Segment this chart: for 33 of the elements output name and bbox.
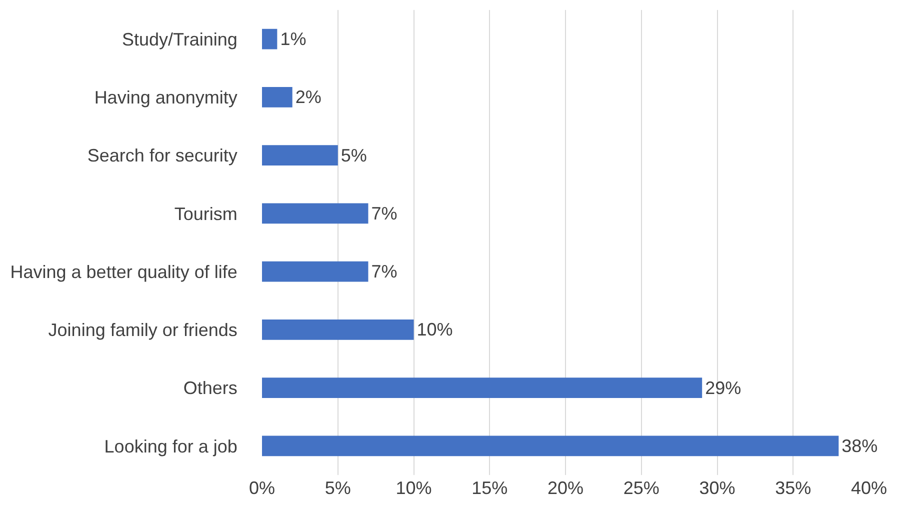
x-tick-label: 20% (547, 478, 584, 498)
data-label: 10% (416, 320, 453, 340)
x-tick-label: 25% (623, 478, 660, 498)
data-label: 7% (371, 203, 398, 224)
x-tick-label: 35% (775, 478, 812, 498)
data-label: 5% (340, 145, 367, 166)
y-tick-label: Study/Training (122, 29, 238, 50)
x-tick-label: 10% (396, 478, 432, 498)
y-tick-label: Looking for a job (104, 436, 238, 456)
x-tick-label: 0% (248, 478, 276, 498)
bar (262, 145, 338, 166)
data-label: 1% (280, 29, 306, 50)
data-label: 2% (295, 87, 322, 108)
data-label: 29% (705, 378, 742, 398)
y-tick-label: Search for security (87, 146, 238, 166)
bar (262, 320, 414, 340)
x-tick-label: 40% (850, 478, 888, 498)
bar (262, 87, 292, 108)
x-tick-label: 30% (699, 478, 736, 498)
x-tick-label: 5% (324, 478, 351, 498)
y-tick-label: Having anonymity (94, 87, 238, 108)
y-tick-label: Having a better quality of life (10, 262, 238, 282)
data-label: 38% (842, 436, 878, 456)
y-tick-label: Others (183, 378, 238, 398)
y-tick-label: Joining family or friends (48, 320, 238, 340)
x-tick-label: 15% (472, 478, 508, 498)
bar (262, 261, 368, 282)
data-label: 7% (371, 262, 398, 282)
bar (262, 203, 368, 224)
bar (262, 436, 839, 456)
y-tick-label: Tourism (174, 204, 238, 224)
bar (262, 378, 702, 398)
bar (262, 28, 278, 50)
